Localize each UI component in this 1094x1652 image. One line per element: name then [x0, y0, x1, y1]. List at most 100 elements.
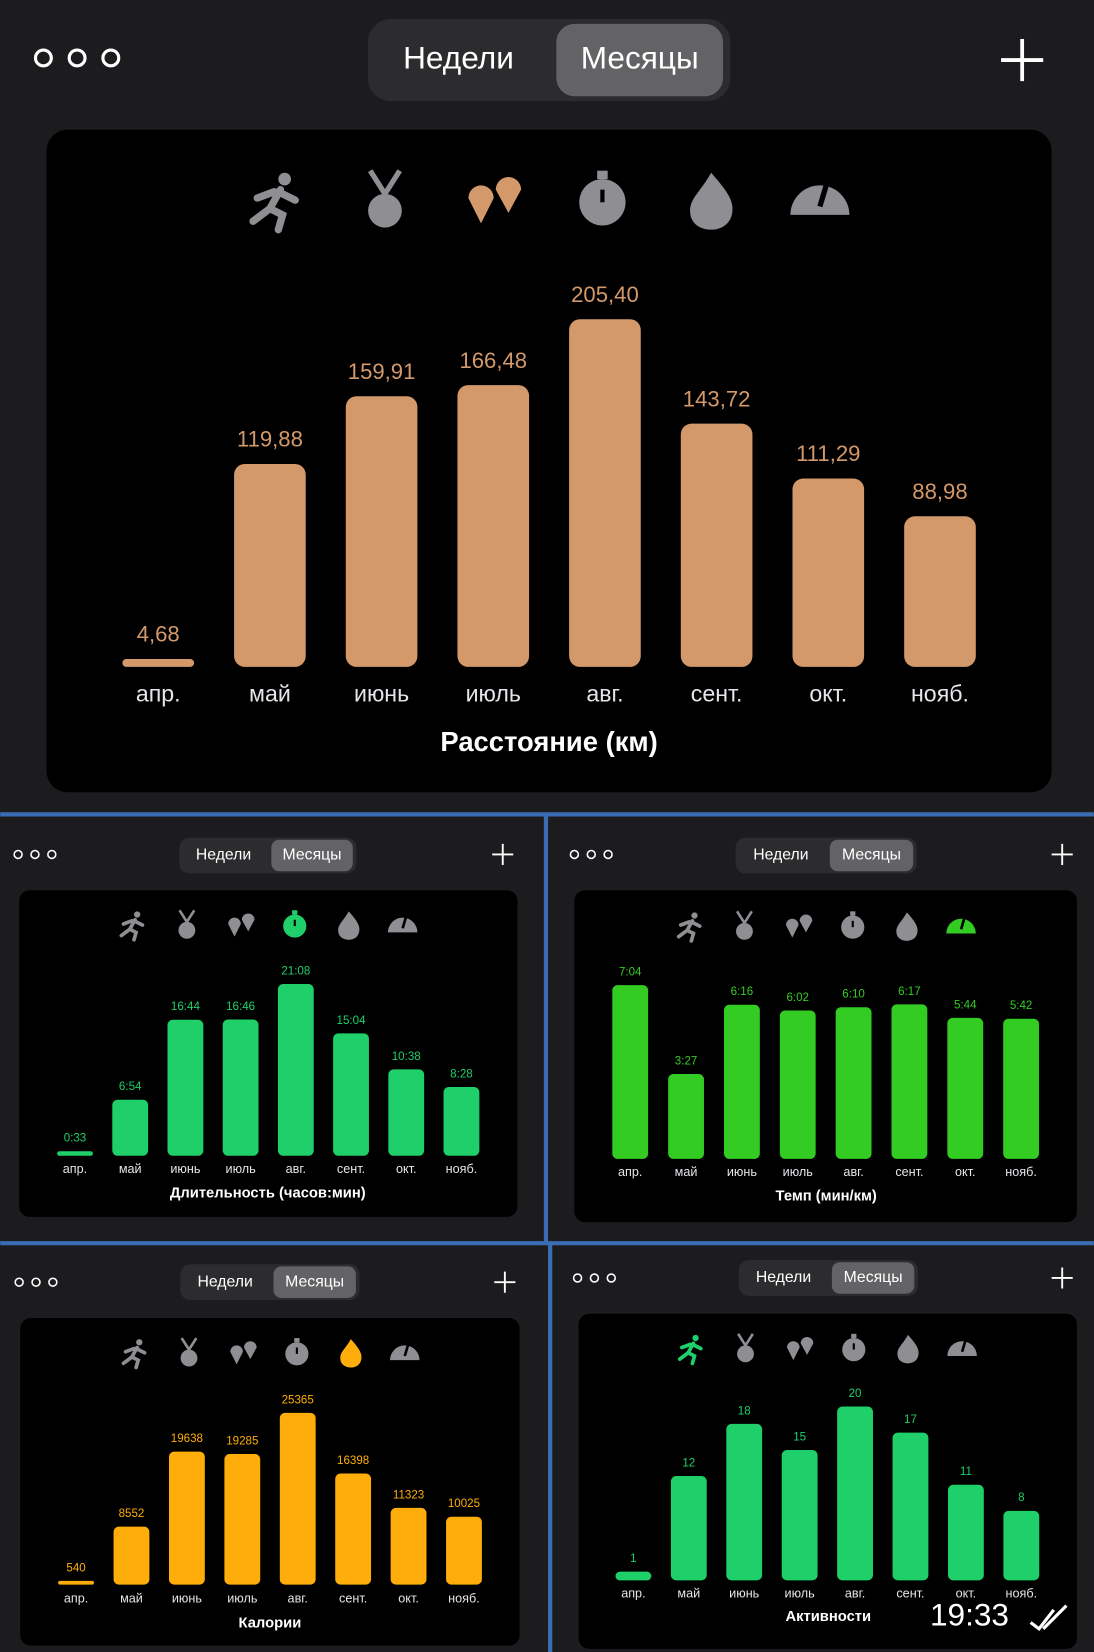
metric-icon[interactable] [121, 1339, 147, 1370]
tab-months[interactable]: Месяцы [844, 1269, 903, 1286]
metric-icon[interactable] [340, 1339, 362, 1368]
metric-icon[interactable] [249, 172, 299, 234]
more-button[interactable] [569, 849, 580, 860]
more-button[interactable] [572, 1273, 583, 1283]
bar [904, 516, 976, 667]
metric-icon[interactable] [180, 1337, 198, 1367]
metric-icon[interactable] [896, 912, 918, 941]
metric-icon[interactable] [338, 911, 360, 940]
metric-icon[interactable] [579, 170, 626, 226]
active-segment [831, 1262, 915, 1294]
tab-months[interactable]: Месяцы [285, 1273, 344, 1290]
tab-weeks[interactable]: Недели [196, 847, 251, 864]
more-button[interactable] [606, 1273, 617, 1283]
category-label: июнь [354, 680, 409, 706]
category-label: июль [783, 1165, 814, 1179]
tab-months[interactable]: Месяцы [842, 847, 901, 864]
value-label: 159,91 [348, 359, 416, 384]
more-button[interactable] [603, 849, 613, 860]
tab-weeks[interactable]: Недели [403, 39, 514, 75]
category-label: нояб. [911, 680, 969, 706]
bar [168, 1451, 205, 1585]
metric-icon[interactable] [390, 1345, 420, 1361]
category-label: апр. [136, 680, 181, 706]
category-label: авг. [286, 1162, 306, 1176]
metric-icon[interactable] [367, 169, 402, 228]
active-segment [556, 23, 724, 97]
metric-icon[interactable] [842, 1333, 866, 1362]
more-button[interactable] [31, 1277, 41, 1287]
metric-icon[interactable] [283, 910, 307, 938]
metric-icon[interactable] [230, 1341, 257, 1365]
metric-icon[interactable] [468, 177, 522, 224]
add-button[interactable] [1051, 1267, 1073, 1289]
chart-title: Длительность (часов:мин) [170, 1186, 366, 1202]
more-button[interactable] [30, 849, 40, 860]
category-label: авг. [586, 680, 623, 706]
bar [947, 1484, 984, 1581]
metric-icon[interactable] [897, 1334, 919, 1364]
metric-icon[interactable] [228, 913, 255, 937]
value-label: 10:38 [392, 1051, 421, 1063]
status-check [1029, 1604, 1068, 1632]
tab-months[interactable]: Месяцы [581, 39, 699, 75]
chart-card [20, 1318, 520, 1646]
add-button[interactable] [1001, 38, 1044, 82]
more-button[interactable] [14, 1277, 24, 1287]
value-label: 0:33 [64, 1133, 87, 1145]
tab-weeks[interactable]: Недели [753, 847, 808, 864]
more-button[interactable] [47, 849, 57, 860]
value-label: 111,29 [796, 441, 860, 466]
metric-icon[interactable] [785, 914, 813, 938]
category-label: май [249, 680, 291, 706]
bar [457, 385, 530, 667]
metric-icon[interactable] [790, 184, 850, 215]
metric-icon[interactable] [178, 909, 196, 939]
bar [724, 1004, 760, 1159]
category-label: июль [785, 1586, 816, 1600]
metric-icon[interactable] [947, 1340, 977, 1356]
category-label: окт. [809, 680, 847, 706]
more-button[interactable] [586, 849, 596, 860]
bar [680, 423, 753, 667]
category-label: апр. [618, 1165, 642, 1179]
category-label: сент. [896, 1586, 924, 1600]
value-label: 8 [1018, 1492, 1024, 1504]
category-label: июль [227, 1592, 258, 1606]
add-button[interactable] [494, 1271, 516, 1293]
value-label: 16:44 [171, 1001, 201, 1013]
more-button[interactable] [48, 1277, 58, 1287]
bar [891, 1004, 928, 1159]
metric-icon[interactable] [737, 1333, 754, 1363]
metric-icon[interactable] [690, 172, 733, 230]
metric-icon[interactable] [676, 912, 702, 943]
metric-icon[interactable] [387, 917, 418, 933]
add-button[interactable] [1051, 843, 1073, 865]
metric-icon[interactable] [677, 1334, 703, 1366]
tab-weeks[interactable]: Недели [756, 1269, 811, 1286]
tab-months[interactable]: Месяцы [283, 847, 342, 864]
value-label: 17 [904, 1414, 917, 1426]
metric-icon[interactable] [787, 1336, 814, 1361]
more-button[interactable] [67, 48, 87, 68]
metric-icon[interactable] [119, 911, 145, 942]
metric-icon[interactable] [285, 1338, 309, 1366]
tab-weeks[interactable]: Недели [197, 1273, 252, 1290]
value-label: 5:42 [1010, 1000, 1033, 1012]
metric-icon[interactable] [841, 911, 865, 939]
more-button[interactable] [101, 48, 121, 68]
metric-icon[interactable] [946, 918, 976, 934]
value-label: 10025 [448, 1498, 480, 1510]
more-button[interactable] [33, 48, 53, 68]
value-label: 16398 [337, 1455, 369, 1467]
value-label: 6:16 [731, 986, 754, 998]
bar [234, 463, 306, 667]
add-button[interactable] [492, 843, 514, 865]
value-label: 5:44 [954, 999, 977, 1011]
bar [835, 1007, 872, 1159]
more-button[interactable] [13, 849, 23, 860]
metric-icon[interactable] [735, 910, 753, 940]
active-segment [273, 1266, 356, 1298]
more-button[interactable] [589, 1273, 600, 1283]
